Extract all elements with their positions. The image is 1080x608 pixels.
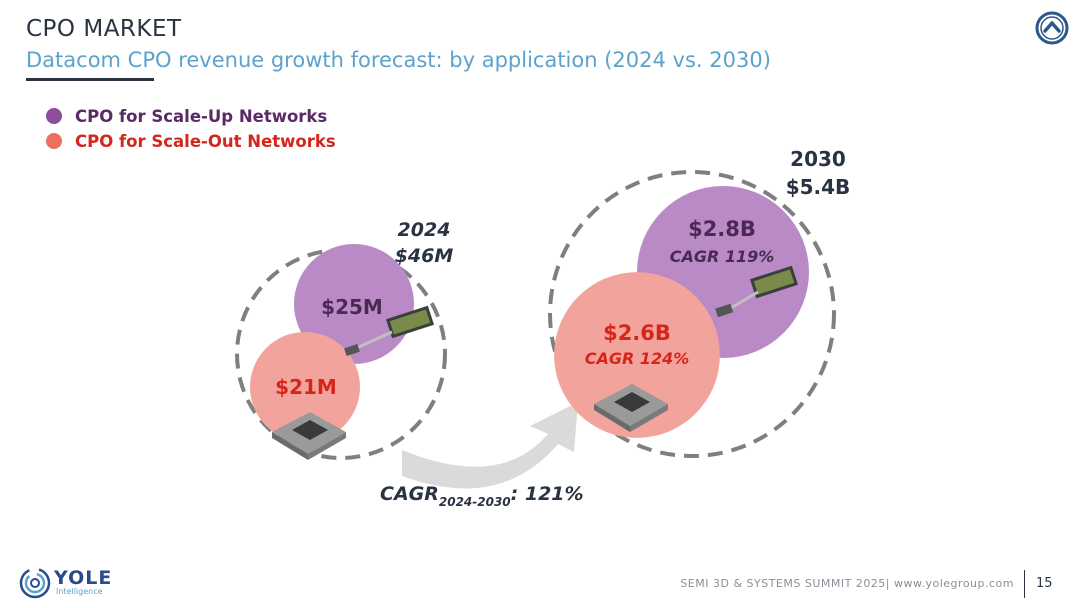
overall-cagr-value: : 121% [511,483,584,505]
cagr-label-2030-scale-out: CAGR 124% [585,349,690,368]
optical-module-icon [715,265,799,318]
overall-cagr-period: 2024-2030 [439,495,511,509]
footer-brand: YOLE [54,567,113,589]
chevron-up-circle-icon[interactable] [1034,10,1070,46]
overall-cagr-main: CAGR [380,483,439,505]
growth-arrow [402,402,578,489]
value-label-2030-scale-out: $2.6B [603,321,671,345]
chip-package-icon [272,412,346,460]
overall-cagr-label: CAGR2024-2030: 121% [380,483,584,509]
footer-divider [1024,570,1025,598]
legend-swatch [46,108,62,124]
total-circle-2030 [548,170,836,458]
legend-label: CPO for Scale-Out Networks [75,131,336,151]
year-label-2024: 2024 [398,219,451,241]
title-underline [26,78,154,81]
footer-brand-sub: Intelligence [56,587,103,596]
page-title: CPO MARKET [26,16,182,42]
value-label-2030-scale-up: $2.8B [688,217,756,241]
page-number: 15 [1036,576,1053,591]
cagr-label-2030-scale-up: CAGR 119% [670,247,775,266]
bubble-2030-scale-out [554,272,720,438]
total-label-2024: $46M [395,245,454,267]
total-label-2030: $5.4B [786,175,851,199]
value-label-2024-scale-up: $25M [321,295,383,319]
legend-item-scale-up: CPO for Scale-Up Networks [46,105,327,127]
footer-event-text: SEMI 3D & SYSTEMS SUMMIT 2025| www.yoleg… [680,577,1014,590]
legend-label: CPO for Scale-Up Networks [75,106,328,126]
year-label-2030: 2030 [790,147,846,171]
optical-module-icon [344,305,435,356]
legend-swatch [46,133,62,149]
chip-package-icon [594,384,668,432]
legend-item-scale-out: CPO for Scale-Out Networks [46,130,336,152]
page-subtitle: Datacom CPO revenue growth forecast: by … [26,48,771,72]
yole-logo-icon[interactable] [18,566,52,600]
value-label-2024-scale-out: $21M [275,375,337,399]
bubble-2024-scale-out [250,332,360,442]
